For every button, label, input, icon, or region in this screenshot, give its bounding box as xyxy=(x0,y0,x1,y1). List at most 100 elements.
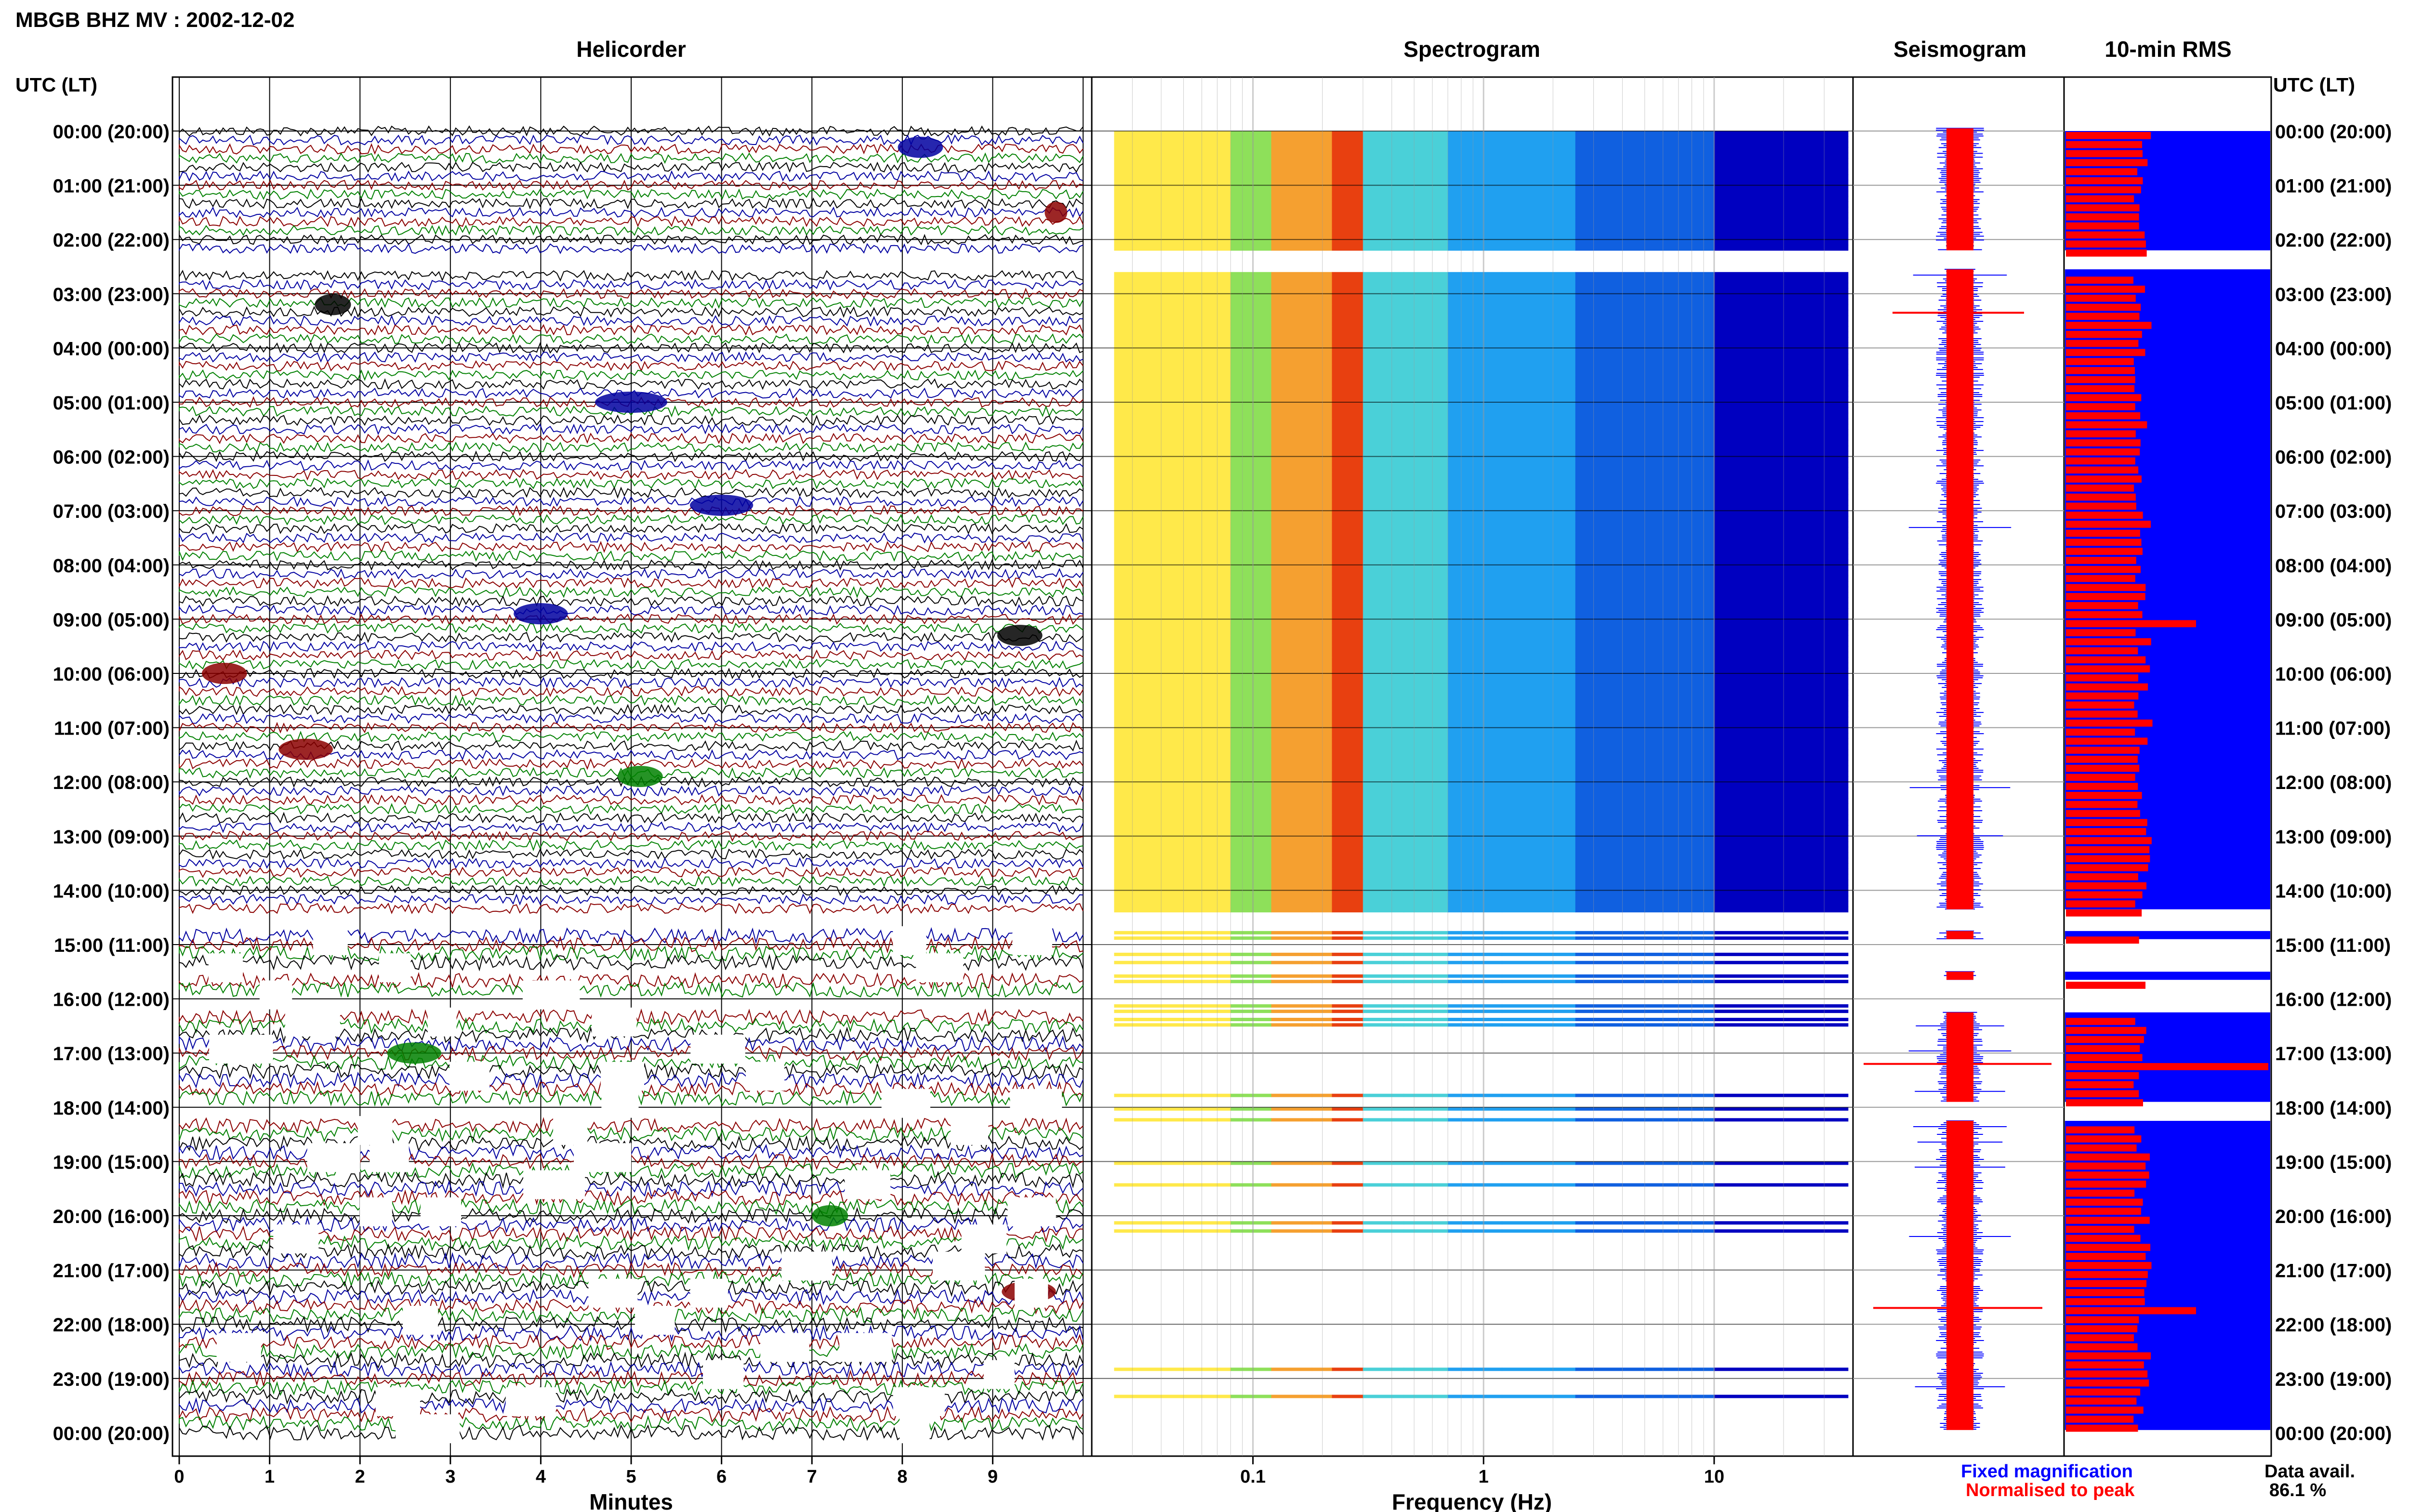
spectrogram-cell xyxy=(1114,974,1184,978)
spectrogram-cell xyxy=(1502,142,1576,148)
spectrogram-cell xyxy=(1332,825,1363,831)
spectrogram-cell xyxy=(1502,446,1576,452)
spectrogram-cell xyxy=(1644,402,1715,408)
spectrogram-cell xyxy=(1783,960,1849,964)
helicorder-data-gap xyxy=(893,1387,945,1416)
spectrogram-cell xyxy=(1114,586,1184,592)
spectrogram-cell xyxy=(1332,402,1363,408)
spectrogram-cell xyxy=(1448,608,1503,614)
helicorder-event xyxy=(201,663,247,684)
spectrogram-cell xyxy=(1311,879,1333,885)
helicorder-trace xyxy=(179,1035,1084,1053)
spectrogram-cell xyxy=(1783,657,1849,663)
spectrogram-cell xyxy=(1783,369,1849,376)
rms-bar xyxy=(2066,1126,2135,1134)
spectrogram-cell xyxy=(1783,814,1849,820)
spectrogram-cell xyxy=(1714,749,1784,755)
rms-bar xyxy=(2066,1280,2147,1288)
spectrogram-cell xyxy=(1575,190,1645,197)
spectrogram-cell xyxy=(1575,326,1645,332)
spectrogram-cell xyxy=(1114,131,1184,137)
spectrogram-cell xyxy=(1575,565,1645,571)
spectrogram-cell xyxy=(1448,711,1503,717)
spectrogram-cell xyxy=(1183,408,1231,414)
spectrogram-cell xyxy=(1231,700,1272,707)
spectrogram-cell xyxy=(1363,624,1404,631)
spectrogram-cell xyxy=(1403,505,1449,511)
spectrogram-cell xyxy=(1644,532,1715,539)
spectrogram-cell xyxy=(1448,272,1503,278)
spectrogram-cell xyxy=(1403,776,1449,782)
spectrogram-cell xyxy=(1502,288,1576,294)
spectrogram-cell xyxy=(1575,619,1645,625)
spectrogram-cell xyxy=(1714,635,1784,642)
spectrogram-cell xyxy=(1332,212,1363,218)
spectrogram-cell xyxy=(1575,576,1645,582)
spectrogram-cell xyxy=(1311,798,1333,804)
spectrogram-cell xyxy=(1644,722,1715,728)
spectrogram-cell xyxy=(1363,315,1404,321)
spectrogram-cell xyxy=(1231,554,1272,560)
spectrogram-cell xyxy=(1783,293,1849,300)
spectrogram-cell xyxy=(1403,760,1449,766)
spectrogram-cell xyxy=(1783,974,1849,978)
spectrogram-cell xyxy=(1231,619,1272,625)
rms-bar xyxy=(2066,791,2142,799)
spectrogram-cell xyxy=(1231,310,1272,316)
spectrogram-cell xyxy=(1448,1107,1503,1111)
spectrogram-cell xyxy=(1363,830,1404,837)
helicorder-event xyxy=(315,294,351,316)
spectrogram-cell xyxy=(1403,1023,1449,1027)
spectrogram-cell xyxy=(1644,358,1715,365)
helicorder-data-gap xyxy=(893,926,927,955)
helicorder-trace xyxy=(179,496,1084,508)
spectrogram-cell xyxy=(1271,180,1312,186)
spectrogram-cell xyxy=(1231,586,1272,592)
spectrogram-cell xyxy=(1714,689,1784,696)
spectrogram-cell xyxy=(1575,630,1645,636)
spectrogram-cell xyxy=(1783,603,1849,609)
spectrogram-cell xyxy=(1448,375,1503,381)
spectrogram-cell xyxy=(1644,749,1715,755)
spectrogram-cell xyxy=(1448,532,1503,539)
spectrogram-cell xyxy=(1502,207,1576,213)
rms-bar xyxy=(2066,421,2147,429)
spectrogram-cell xyxy=(1714,695,1784,701)
row-label: 23:00 (19:00) xyxy=(53,1369,170,1390)
spectrogram-cell xyxy=(1783,549,1849,555)
spectrogram-cell xyxy=(1575,331,1645,338)
row-label: 05:00 (01:00) xyxy=(2275,393,2392,414)
spectrogram-cell xyxy=(1714,814,1784,820)
spectrogram-cell xyxy=(1231,304,1272,311)
spectrogram-cell xyxy=(1714,153,1784,159)
spectrogram-cell xyxy=(1502,1367,1576,1371)
spectrogram-cell xyxy=(1114,337,1184,343)
rms-bar xyxy=(2066,150,2143,158)
spectrogram-cell xyxy=(1575,803,1645,810)
spectrogram-cell xyxy=(1644,304,1715,311)
spectrogram-cell xyxy=(1644,597,1715,604)
spectrogram-cell xyxy=(1783,234,1849,240)
spectrogram-cell xyxy=(1403,809,1449,815)
rms-bar xyxy=(2066,141,2143,148)
spectrogram-cell xyxy=(1502,505,1576,511)
spectrogram-cell xyxy=(1363,684,1404,690)
row-label: 10:00 (06:00) xyxy=(2275,664,2392,685)
spectrogram-cell xyxy=(1271,885,1312,891)
spectrogram-cell xyxy=(1403,473,1449,479)
spectrogram-cell xyxy=(1714,429,1784,435)
spectrogram-cell xyxy=(1644,754,1715,761)
helicorder-x-tick-label: 6 xyxy=(716,1467,727,1487)
spectrogram-cell xyxy=(1502,424,1576,430)
spectrogram-cell xyxy=(1403,576,1449,582)
spectrogram-cell xyxy=(1644,413,1715,419)
spectrogram-cell xyxy=(1332,1023,1363,1027)
spectrogram-cell xyxy=(1183,974,1231,978)
spectrogram-cell xyxy=(1783,461,1849,468)
spectrogram-cell xyxy=(1714,288,1784,294)
spectrogram-cell xyxy=(1502,717,1576,723)
spectrogram-cell xyxy=(1332,863,1363,869)
spectrogram-cell xyxy=(1448,706,1503,712)
spectrogram-cell xyxy=(1231,814,1272,820)
spectrogram-cell xyxy=(1403,586,1449,592)
